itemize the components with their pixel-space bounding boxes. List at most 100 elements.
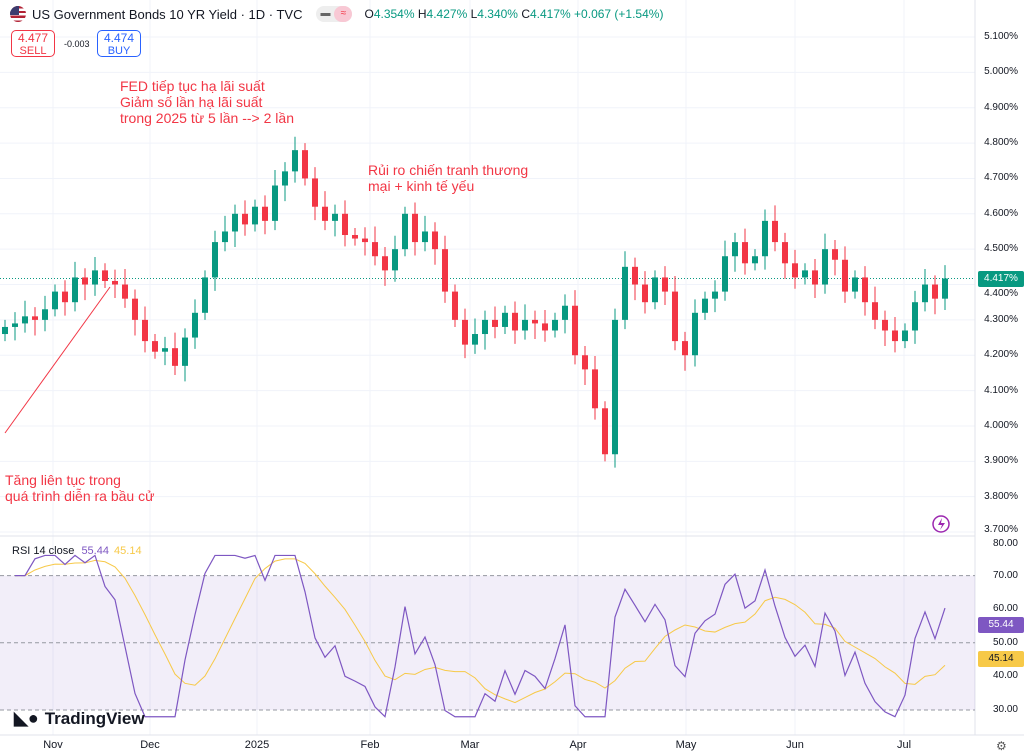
candle-body[interactable] [132,298,138,320]
candle-body[interactable] [802,270,808,278]
candle-body[interactable] [32,316,38,320]
candle-body[interactable] [192,312,198,338]
candle-body[interactable] [702,298,708,313]
candle-body[interactable] [812,270,818,285]
candle-body[interactable] [542,323,548,331]
candle-body[interactable] [392,249,398,271]
candle-body[interactable] [612,319,618,455]
candle-body[interactable] [552,319,558,331]
candle-body[interactable] [112,280,118,285]
annotation-trade-war[interactable]: Rủi ro chiến tranh thương mại + kinh tế … [368,162,528,194]
candle-body[interactable] [42,309,48,320]
candle-body[interactable] [602,408,608,455]
lightning-icon[interactable] [932,515,950,533]
candle-body[interactable] [642,284,648,303]
candle-body[interactable] [822,249,828,285]
candle-body[interactable] [622,266,628,320]
candle-body[interactable] [222,231,228,243]
candle-body[interactable] [302,150,308,179]
candle-body[interactable] [842,259,848,292]
candle-body[interactable] [792,263,798,278]
settings-gear-icon[interactable]: ⚙ [996,739,1007,753]
candle-body[interactable] [2,326,8,335]
minus-icon[interactable]: ▬ [320,8,331,19]
candle-body[interactable] [912,302,918,331]
candle-body[interactable] [492,319,498,327]
candle-body[interactable] [922,284,928,303]
candle-body[interactable] [182,337,188,366]
wave-icon[interactable]: ≈ [334,6,353,22]
candle-body[interactable] [872,302,878,320]
candle-body[interactable] [152,341,158,352]
candle-body[interactable] [532,319,538,324]
candle-body[interactable] [292,150,298,172]
candle-body[interactable] [782,242,788,264]
candle-body[interactable] [742,242,748,264]
candle-body[interactable] [462,319,468,345]
rsi-legend[interactable]: RSI 14 close 55.44 45.14 [12,545,142,557]
candle-body[interactable] [272,185,278,221]
candle-body[interactable] [502,312,508,327]
candle-body[interactable] [682,341,688,356]
candle-body[interactable] [832,249,838,260]
candle-body[interactable] [52,291,58,310]
candle-body[interactable] [472,334,478,345]
annotation-election[interactable]: Tăng liên tục trong quá trình diễn ra bầ… [5,472,154,504]
candle-body[interactable] [382,256,388,271]
buy-button[interactable]: 4.474 BUY [97,30,141,57]
candle-body[interactable] [162,348,168,352]
trend-line[interactable] [4,286,111,434]
candle-body[interactable] [352,235,358,239]
candle-body[interactable] [212,242,218,278]
candle-body[interactable] [122,284,128,299]
candle-body[interactable] [562,305,568,320]
candle-body[interactable] [522,319,528,331]
candle-body[interactable] [282,171,288,186]
annotation-fed[interactable]: FED tiếp tục hạ lãi suất Giảm số lần hạ … [120,78,294,126]
candle-body[interactable] [752,256,758,264]
candle-body[interactable] [262,206,268,221]
candle-body[interactable] [512,312,518,331]
candle-body[interactable] [202,277,208,313]
candle-body[interactable] [452,291,458,320]
candle-body[interactable] [772,220,778,243]
candle-body[interactable] [712,291,718,299]
candle-body[interactable] [692,312,698,356]
candle-body[interactable] [232,213,238,232]
candle-body[interactable] [372,242,378,257]
candle-body[interactable] [322,206,328,221]
candle-body[interactable] [102,270,108,281]
candle-body[interactable] [422,231,428,243]
candle-body[interactable] [672,291,678,342]
candle-body[interactable] [312,178,318,207]
candle-body[interactable] [62,291,68,303]
candle-body[interactable] [482,319,488,335]
candle-body[interactable] [582,355,588,370]
candle-body[interactable] [592,369,598,409]
chart-mode-toggle[interactable]: ▬ ≈ [316,6,353,22]
candle-body[interactable] [852,277,858,292]
sell-button[interactable]: 4.477 SELL [11,30,55,57]
candle-body[interactable] [942,278,948,299]
candle-body[interactable] [22,316,28,324]
candle-body[interactable] [902,330,908,342]
tradingview-logo[interactable]: ◣● TradingView [14,708,145,729]
candle-body[interactable] [362,238,368,243]
candle-body[interactable] [402,213,408,250]
candle-body[interactable] [632,266,638,285]
candle-body[interactable] [932,284,938,299]
candle-body[interactable] [662,277,668,292]
candle-body[interactable] [892,330,898,342]
candle-body[interactable] [722,256,728,292]
candle-body[interactable] [762,220,768,257]
candle-body[interactable] [412,213,418,243]
candle-body[interactable] [882,319,888,331]
candle-body[interactable] [82,277,88,285]
candle-body[interactable] [342,213,348,236]
candle-body[interactable] [432,231,438,250]
candle-body[interactable] [72,277,78,303]
candle-body[interactable] [92,270,98,285]
symbol-title[interactable]: US Government Bonds 10 YR Yield · 1D · T… [32,6,303,22]
candle-body[interactable] [172,348,178,366]
